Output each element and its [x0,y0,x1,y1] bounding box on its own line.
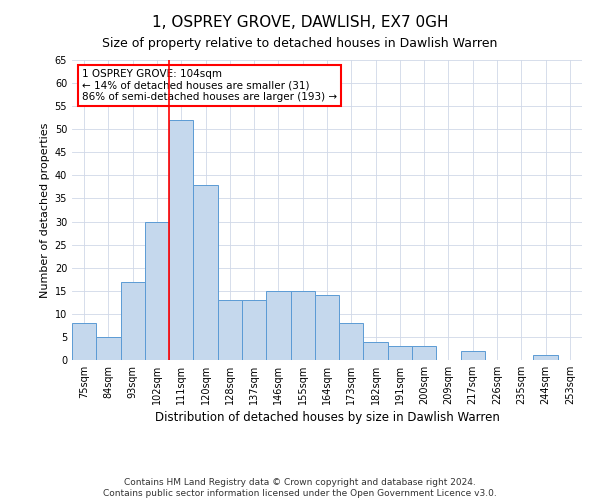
Bar [339,323,364,360]
Bar [169,120,193,360]
Bar [533,356,558,360]
Bar [290,291,315,360]
Bar [218,300,242,360]
Text: Contains HM Land Registry data © Crown copyright and database right 2024.
Contai: Contains HM Land Registry data © Crown c… [103,478,497,498]
Bar [266,291,290,360]
Bar [72,323,96,360]
Bar [364,342,388,360]
Bar [315,296,339,360]
Y-axis label: Number of detached properties: Number of detached properties [40,122,50,298]
Text: 1 OSPREY GROVE: 104sqm
← 14% of detached houses are smaller (31)
86% of semi-det: 1 OSPREY GROVE: 104sqm ← 14% of detached… [82,69,337,102]
X-axis label: Distribution of detached houses by size in Dawlish Warren: Distribution of detached houses by size … [155,411,499,424]
Text: 1, OSPREY GROVE, DAWLISH, EX7 0GH: 1, OSPREY GROVE, DAWLISH, EX7 0GH [152,15,448,30]
Bar [242,300,266,360]
Bar [121,282,145,360]
Bar [96,337,121,360]
Bar [193,184,218,360]
Text: Size of property relative to detached houses in Dawlish Warren: Size of property relative to detached ho… [103,38,497,51]
Bar [388,346,412,360]
Bar [412,346,436,360]
Bar [461,351,485,360]
Bar [145,222,169,360]
